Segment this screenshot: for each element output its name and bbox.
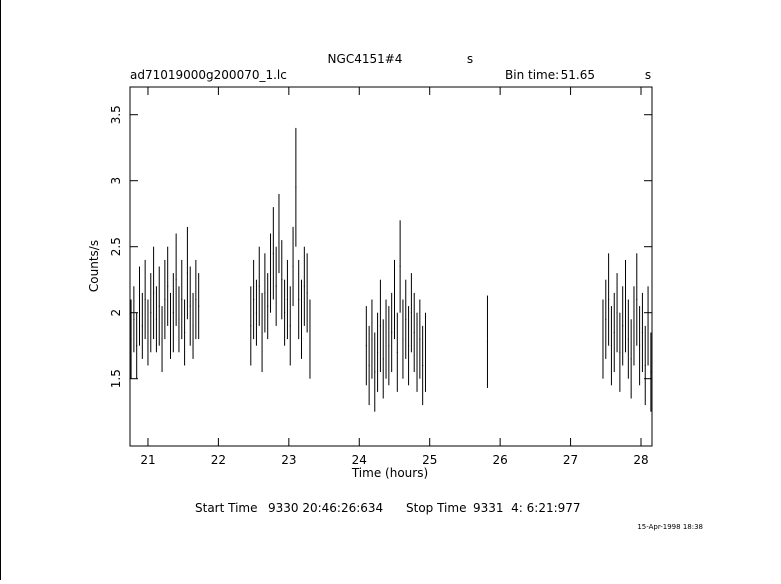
x-tick-label: 24 (352, 453, 367, 467)
bin-time-label: Bin time: (505, 68, 559, 82)
plot-frame (129, 86, 653, 447)
y-tick-label: 3.5 (109, 105, 123, 124)
start-label: Start Time (195, 501, 258, 515)
x-tick-label: 21 (140, 453, 155, 467)
y-tick-label: 3 (109, 177, 123, 185)
y-tick-label: 2.5 (109, 237, 123, 256)
x-axis-label: Time (hours) (351, 466, 428, 480)
y-tick-label: 1.5 (109, 369, 123, 388)
x-tick-label: 25 (422, 453, 437, 467)
file-name: ad71019000g200070_1.lc (130, 68, 287, 82)
y-tick-label: 2 (109, 309, 123, 317)
x-tick-label: 27 (563, 453, 578, 467)
chart-title: NGC4151#4 (328, 52, 403, 66)
x-tick-label: 26 (492, 453, 507, 467)
title-unit: s (467, 52, 473, 66)
x-tick-label: 23 (281, 453, 296, 467)
y-axis-label: Counts/s (87, 240, 101, 292)
start-time: 9330 20:46:26:634 (268, 501, 383, 515)
stop-time: 9331 4: 6:21:977 (473, 501, 581, 515)
bin-time: 51.65 (561, 68, 595, 82)
x-tick-label: 28 (633, 453, 648, 467)
bin-time-unit: s (645, 68, 651, 82)
stop-label: Stop Time (406, 501, 466, 515)
x-tick-label: 22 (211, 453, 226, 467)
date-stamp: 15-Apr-1998 18:38 (637, 523, 703, 531)
